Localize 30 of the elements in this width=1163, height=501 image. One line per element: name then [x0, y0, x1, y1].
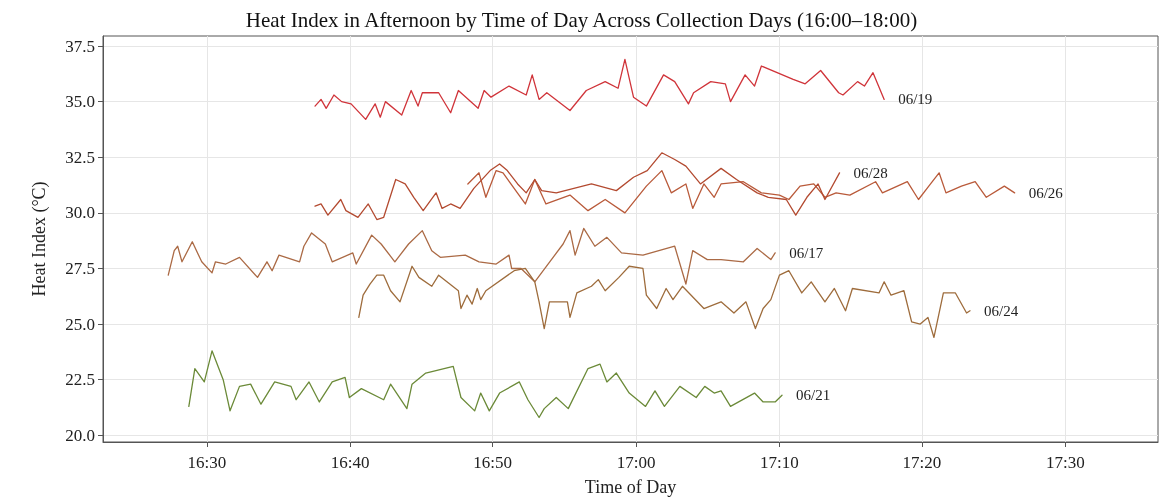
line-series: [467, 169, 1016, 214]
y-tick-label: 32.5: [65, 147, 95, 167]
line-series: [167, 227, 776, 285]
x-tick-label: 17:00: [616, 453, 656, 472]
series-label: 06/24: [984, 302, 1019, 319]
y-axis-title: Heat Index (°C): [29, 181, 50, 297]
x-axis-title: Time of Day: [584, 477, 677, 497]
series-label: 06/26: [1028, 184, 1064, 201]
series-label: 06/19: [898, 91, 933, 108]
x-tick-label: 17:20: [902, 453, 942, 472]
x-tick-label: 17:10: [760, 453, 799, 472]
chart-title: Heat Index in Afternoon by Time of Day Across Collection Days (16:00–18:00): [245, 7, 918, 32]
y-tick-label: 22.5: [65, 370, 95, 390]
y-tick-label: 37.5: [65, 36, 95, 56]
x-tick-label: 17:30: [1045, 453, 1085, 472]
line-series: [188, 350, 783, 419]
x-tick-label: 16:50: [473, 453, 513, 472]
y-tick-label: 20.0: [65, 425, 95, 445]
series-label: 06/17: [789, 244, 824, 261]
series-label: 06/21: [796, 387, 831, 404]
x-tick-label: 16:30: [187, 453, 227, 472]
line-series: [358, 265, 971, 339]
y-tick-label: 35.0: [65, 92, 95, 112]
y-tick-label: 27.5: [65, 258, 95, 278]
series-label: 06/28: [853, 164, 888, 181]
x-tick-label: 16:40: [330, 453, 370, 472]
y-tick-label: 25.0: [65, 314, 95, 334]
line-series: [314, 58, 885, 121]
y-tick-label: 30.0: [65, 203, 95, 223]
line-series: [314, 152, 841, 221]
